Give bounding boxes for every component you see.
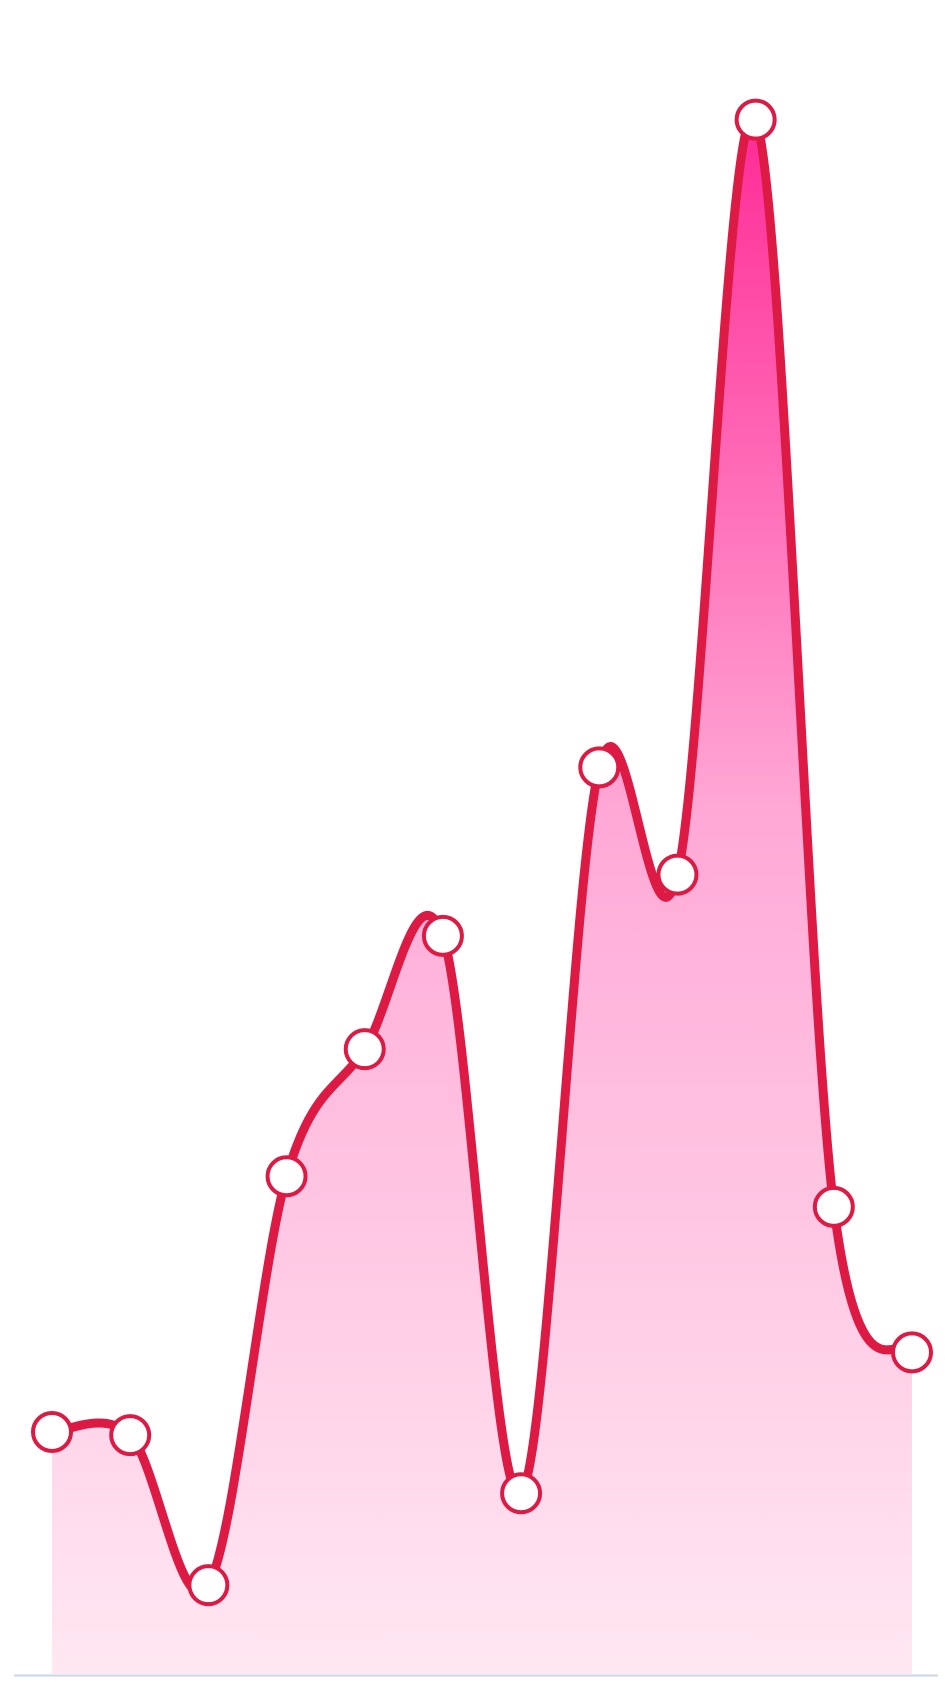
data-point-8[interactable] — [578, 746, 621, 789]
data-point-5[interactable] — [343, 1028, 386, 1071]
data-point-11[interactable] — [812, 1185, 855, 1228]
data-point-7[interactable] — [500, 1472, 543, 1515]
data-point-10[interactable] — [734, 98, 777, 141]
data-point-4[interactable] — [265, 1155, 308, 1198]
series-line — [47, 112, 917, 1597]
data-point-1[interactable] — [31, 1411, 73, 1454]
data-point-3[interactable] — [187, 1564, 230, 1607]
data-point-2[interactable] — [109, 1414, 152, 1457]
data-point-6[interactable] — [421, 914, 464, 957]
data-point-9[interactable] — [656, 853, 699, 896]
data-point-12[interactable] — [891, 1331, 933, 1374]
